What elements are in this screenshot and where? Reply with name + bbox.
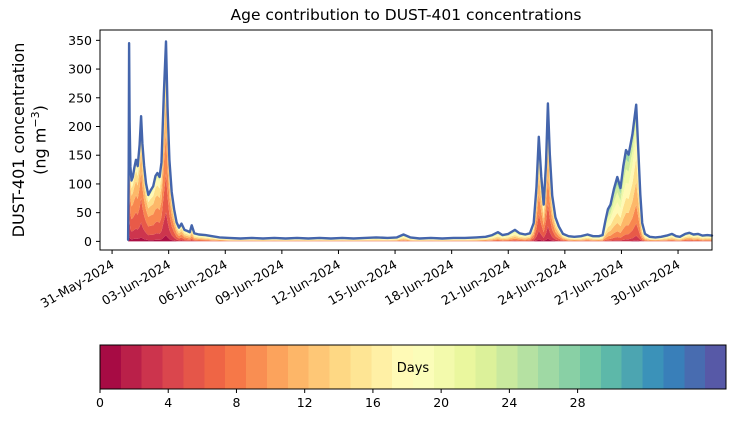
y-tick-label: 250: [68, 90, 92, 105]
colorbar-segment: [246, 345, 268, 389]
colorbar-segment: [204, 345, 226, 389]
colorbar-segment: [621, 345, 643, 389]
colorbar-segment: [475, 345, 497, 389]
y-tick-label: 200: [68, 119, 92, 134]
y-tick-label: 350: [68, 33, 92, 48]
colorbar-segment: [392, 345, 414, 389]
colorbar: Days: [99, 344, 727, 390]
colorbar-segment: [705, 345, 727, 389]
y-tick-label: 300: [68, 62, 92, 77]
colorbar-segment: [559, 345, 581, 389]
colorbar-tick-label: 0: [96, 395, 104, 410]
colorbar-tick-label: 4: [164, 395, 172, 410]
chart-title: Age contribution to DUST-401 concentrati…: [230, 6, 582, 24]
y-tick-label: 0: [84, 234, 92, 249]
x-axis: 31-May-202403-Jun-202406-Jun-202409-Jun-…: [38, 250, 683, 311]
y-axis: 0 50 100 150 200 250 300 350: [68, 33, 100, 249]
colorbar-segment: [538, 345, 560, 389]
colorbar-segment: [162, 345, 184, 389]
colorbar-label: Days: [397, 361, 430, 376]
colorbar-tick-label: 8: [232, 395, 240, 410]
colorbar-segment: [600, 345, 622, 389]
colorbar-segment: [225, 345, 247, 389]
colorbar-segment: [183, 345, 205, 389]
colorbar-border: [99, 344, 727, 390]
colorbar-tick-label: 16: [365, 395, 381, 410]
colorbar-segment: [308, 345, 330, 389]
colorbar-segment: [120, 345, 143, 389]
colorbar-tick-label: 28: [570, 395, 586, 410]
y-tick-label: 50: [76, 205, 92, 220]
colorbar-segment: [141, 345, 163, 389]
colorbar-segment: [454, 345, 476, 389]
colorbar-segment: [663, 345, 685, 389]
colorbar-segment: [329, 345, 351, 389]
colorbar-tick-label: 12: [297, 395, 313, 410]
total-concentration-line: [126, 40, 714, 241]
colorbar-segment: [496, 345, 518, 389]
colorbar-tick-label: 24: [501, 395, 517, 410]
colorbar-segment: [413, 345, 435, 389]
colorbar-segment: [266, 345, 289, 389]
y-tick-label: 100: [68, 176, 92, 191]
colorbar-segment: [350, 345, 372, 389]
colorbar-tick-label: 20: [433, 395, 449, 410]
stacked-area-bands: [128, 41, 713, 242]
y-tick-label: 150: [68, 148, 92, 163]
plot-border: [99, 29, 713, 251]
colorbar-ticks: 0 4 8 12 16 20 24 28: [96, 389, 586, 410]
colorbar-segment: [433, 345, 456, 389]
colorbar-segment: [642, 345, 664, 389]
colorbar-segment: [517, 345, 539, 389]
colorbar-segment: [287, 345, 309, 389]
colorbar-segment: [371, 345, 393, 389]
colorbar-segment: [100, 345, 122, 389]
colorbar-segment: [579, 345, 602, 389]
colorbar-segment: [684, 345, 706, 389]
